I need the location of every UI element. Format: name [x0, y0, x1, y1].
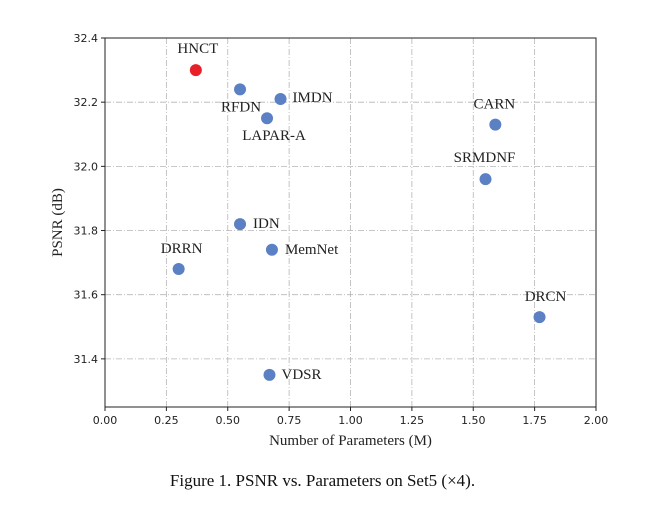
y-tick-label: 31.4	[74, 353, 99, 366]
point-drcn	[533, 311, 546, 324]
point-idn	[234, 218, 247, 231]
y-tick-label: 32.0	[74, 160, 99, 173]
point-label-srmdnf: SRMDNF	[454, 150, 516, 166]
x-tick-label: 1.25	[400, 414, 425, 427]
x-tick-label: 2.00	[584, 414, 609, 427]
point-label-rfdn: RFDN	[221, 99, 261, 115]
grid-lines	[105, 38, 596, 407]
y-tick-label: 32.2	[74, 96, 99, 109]
point-label-drcn: DRCN	[525, 289, 567, 305]
point-label-drrn: DRRN	[161, 241, 203, 257]
point-label-lapar-a: LAPAR-A	[242, 128, 306, 144]
x-tick-label: 1.00	[338, 414, 363, 427]
figure-caption: Figure 1. PSNR vs. Parameters on Set5 (×…	[169, 471, 476, 490]
point-hnct	[189, 64, 202, 77]
x-axis-title: Number of Parameters (M)	[269, 433, 432, 449]
point-label-carn: CARN	[474, 97, 516, 113]
point-labels: HNCT RFDN IMDN LAPAR-A CARN SRMDNF IDN MemNet DR…	[161, 41, 567, 383]
data-points	[172, 64, 546, 381]
point-srmdnf	[479, 173, 492, 186]
x-tick-label: 1.50	[461, 414, 486, 427]
point-memnet	[265, 243, 278, 256]
x-tick-label: 0.50	[216, 414, 241, 427]
point-rfdn	[234, 83, 247, 96]
x-tick-label: 0.25	[154, 414, 179, 427]
point-label-imdn: IMDN	[293, 90, 333, 106]
point-imdn	[274, 92, 287, 105]
point-label-hnct: HNCT	[177, 41, 218, 57]
point-label-idn: IDN	[253, 216, 280, 232]
y-axis-title: PSNR (dB)	[50, 188, 66, 257]
point-label-vdsr: VDSR	[281, 367, 321, 383]
point-label-memnet: MemNet	[285, 242, 339, 258]
point-drrn	[172, 263, 185, 276]
plot-frame	[104, 37, 597, 408]
point-vdsr	[263, 368, 276, 381]
x-tick-label: 0.75	[277, 414, 302, 427]
point-lapar-a	[261, 112, 274, 125]
y-tick-label: 32.4	[74, 32, 99, 45]
x-tick-label: 0.00	[93, 414, 118, 427]
y-tick-label: 31.6	[74, 289, 99, 302]
axes: 0.00 0.25 0.50 0.75 1.00 1.25 1.50 1.75 2.00 31.4…	[74, 32, 609, 427]
point-carn	[489, 118, 502, 131]
x-tick-label: 1.75	[522, 414, 547, 427]
y-tick-label: 31.8	[74, 225, 99, 238]
